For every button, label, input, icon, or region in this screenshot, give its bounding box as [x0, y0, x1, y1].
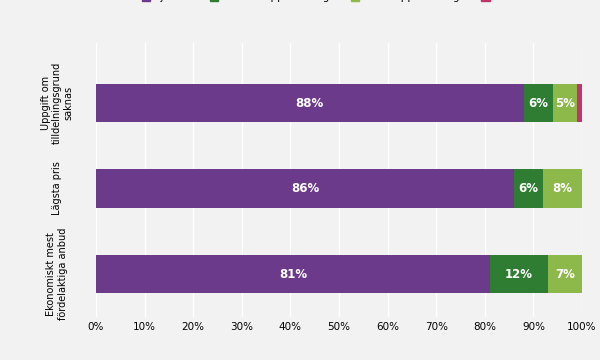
Text: 8%: 8%	[553, 182, 572, 195]
Bar	[553, 84, 577, 122]
Text: 6%: 6%	[528, 96, 548, 109]
Legend: Ej ändrat, Gör om upphandlingen, Rätta upphandlingen, Oklar effekt: Ej ändrat, Gör om upphandlingen, Rätta u…	[137, 0, 560, 6]
Bar	[524, 84, 553, 122]
Bar	[543, 169, 582, 208]
Bar	[96, 255, 490, 293]
Text: 81%: 81%	[279, 267, 307, 280]
Bar	[514, 169, 543, 208]
Bar	[96, 169, 514, 208]
Bar	[577, 84, 582, 122]
Bar	[96, 84, 524, 122]
Text: 7%: 7%	[555, 267, 575, 280]
Bar	[490, 255, 548, 293]
Text: 5%: 5%	[555, 96, 575, 109]
Bar	[548, 255, 582, 293]
Text: 88%: 88%	[296, 96, 324, 109]
Text: 86%: 86%	[291, 182, 319, 195]
Text: 12%: 12%	[505, 267, 533, 280]
Text: 6%: 6%	[518, 182, 539, 195]
